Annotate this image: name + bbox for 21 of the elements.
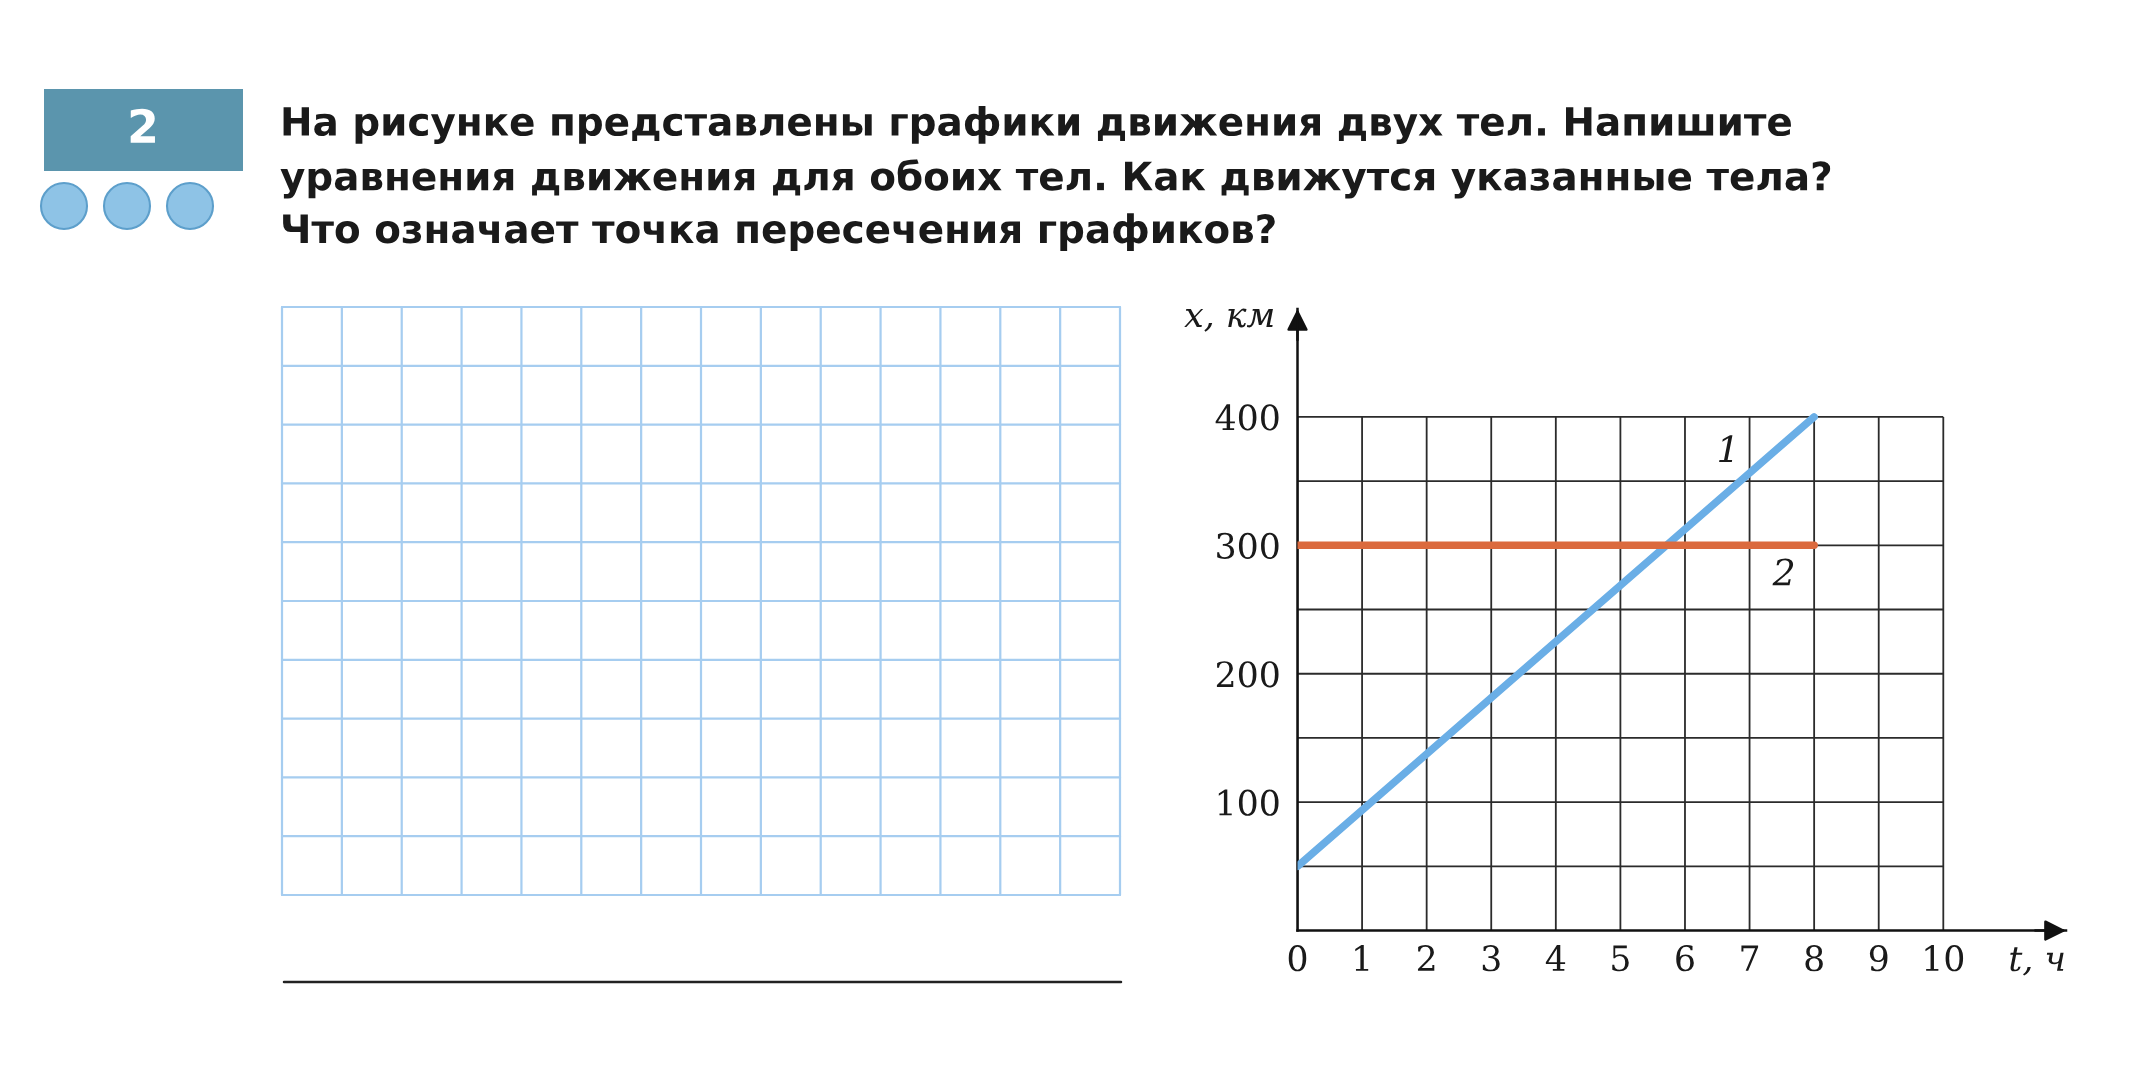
y-axis-title: x, км bbox=[1184, 308, 1273, 332]
chart-title: На рисунке представлены графики движения двух тел. Напишите уравнения движения для обоих тел. Как движутся указанные тела? Что означает точка пересечения графиков? bbox=[280, 106, 1831, 251]
series-label: 1 bbox=[1719, 435, 1733, 462]
x-axis-title: t, ч bbox=[2010, 947, 2064, 976]
x-tick-label: 2 bbox=[1417, 945, 1435, 971]
x-tick-label: 8 bbox=[1805, 945, 1823, 972]
y-tick-label: 300 bbox=[1217, 532, 1279, 559]
x-tick-label: 9 bbox=[1869, 945, 1888, 972]
x-tick-label: 0 bbox=[1288, 945, 1307, 972]
x-tick-label: 4 bbox=[1545, 945, 1566, 971]
x-tick-label: 5 bbox=[1612, 945, 1629, 972]
y-tick-label: 100 bbox=[1218, 789, 1279, 816]
x-tick-label: 1 bbox=[1355, 945, 1369, 971]
x-tick-label: 10 bbox=[1925, 945, 1964, 972]
text: 2 bbox=[130, 108, 155, 143]
y-tick-label: 400 bbox=[1215, 404, 1279, 431]
y-tick-label: 200 bbox=[1216, 661, 1279, 688]
series-label: 2 bbox=[1772, 558, 1794, 586]
x-tick-label: 7 bbox=[1741, 945, 1759, 971]
x-tick-label: 6 bbox=[1676, 945, 1694, 972]
x-tick-label: 3 bbox=[1482, 945, 1500, 972]
